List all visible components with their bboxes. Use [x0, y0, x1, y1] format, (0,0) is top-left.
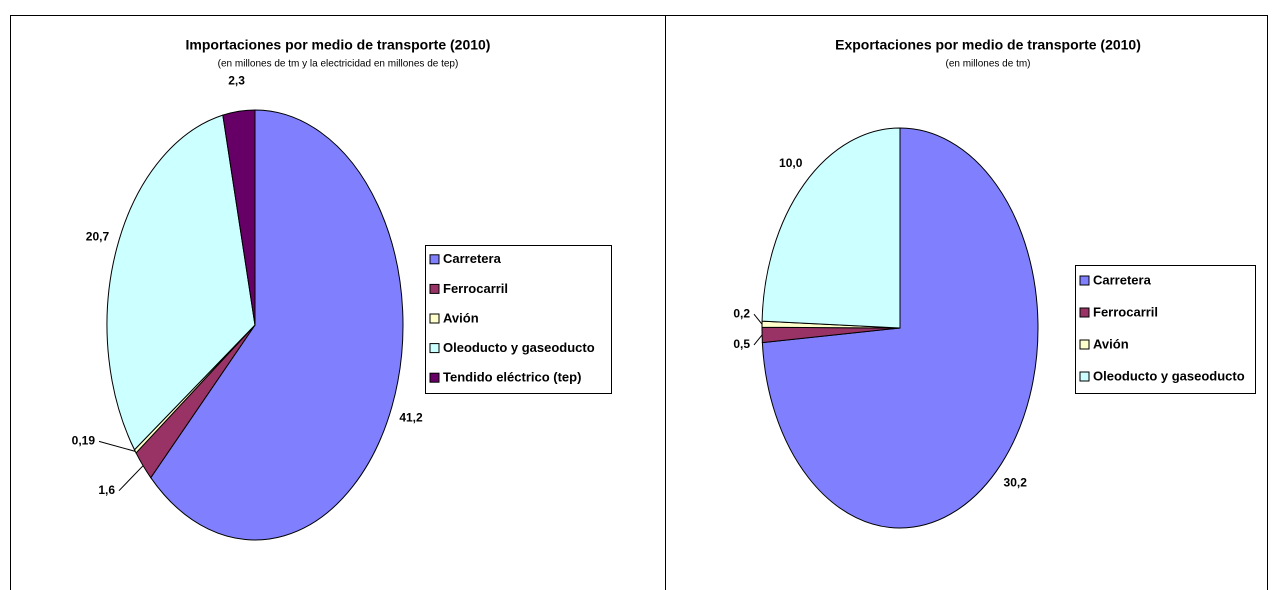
legend-label: Ferrocarril	[1093, 304, 1158, 319]
legend-swatch	[1079, 275, 1090, 286]
legend-label: Carretera	[1093, 272, 1152, 287]
chart-title: Importaciones por medio de transporte (2…	[186, 37, 491, 53]
data-label: 41,2	[399, 410, 423, 424]
pie-slice	[150, 109, 404, 541]
legend-label: Oleoducto y gaseoducto	[1093, 368, 1245, 383]
data-label: 0,2	[733, 306, 750, 320]
legend-label: Oleoducto y gaseoducto	[443, 340, 595, 355]
data-label: 10,0	[779, 156, 803, 170]
legend-label: Carretera	[443, 251, 502, 266]
data-label: 0,19	[72, 434, 96, 448]
legend-label: Ferrocarril	[443, 281, 508, 296]
legend-swatch	[429, 372, 440, 383]
leader-line	[118, 465, 144, 492]
legend-box	[425, 245, 612, 394]
chart-subtitle: (en millones de tm y la electricidad en …	[218, 59, 459, 70]
legend-swatch	[429, 254, 440, 265]
data-label: 2,3	[228, 74, 245, 88]
data-label: 20,7	[86, 229, 110, 243]
legend-swatch	[429, 313, 440, 324]
legend-swatch	[429, 283, 440, 294]
legend-swatch	[1079, 339, 1090, 350]
leader-line	[753, 334, 763, 346]
legend-swatch	[429, 343, 440, 354]
legend-swatch	[1079, 371, 1090, 382]
chart-subtitle: (en millones de tm)	[945, 59, 1030, 70]
chart-title: Exportaciones por medio de transporte (2…	[835, 37, 1141, 53]
data-label: 1,6	[98, 483, 115, 497]
leader-line	[98, 440, 136, 452]
pie-slice	[222, 109, 256, 326]
data-label: 0,5	[733, 337, 750, 351]
pie-slice	[106, 114, 256, 451]
data-label: 30,2	[1004, 475, 1028, 489]
panel-border	[665, 15, 1268, 590]
legend-label: Avión	[443, 310, 479, 325]
legend-swatch	[1079, 307, 1090, 318]
leader-line	[753, 313, 763, 325]
pie-slice	[761, 127, 901, 329]
legend-label: Avión	[1093, 336, 1129, 351]
legend-label: Tendido eléctrico (tep)	[443, 370, 581, 385]
legend-box	[1075, 265, 1256, 394]
